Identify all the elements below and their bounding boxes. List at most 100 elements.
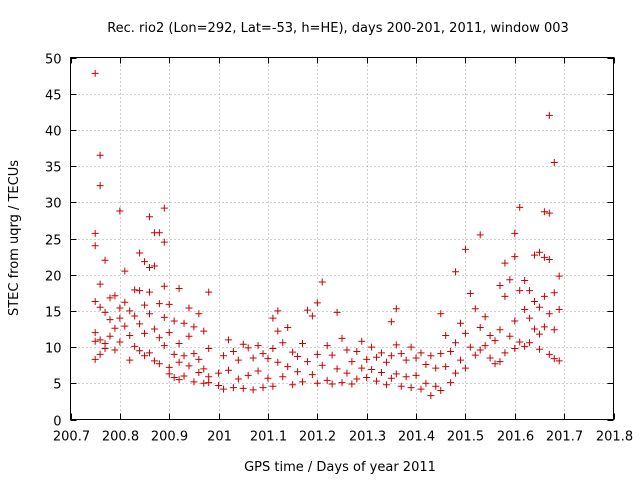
- data-point: [486, 354, 494, 362]
- data-point: [452, 339, 460, 347]
- x-tick-label: 201.5: [447, 430, 484, 445]
- data-point: [550, 326, 558, 334]
- data-point: [531, 325, 539, 333]
- data-point: [387, 352, 395, 360]
- data-point: [205, 379, 213, 387]
- x-tick-label: 200.7: [53, 430, 90, 445]
- y-tick-label: 25: [45, 234, 62, 249]
- data-point: [348, 358, 356, 366]
- data-point: [136, 320, 144, 328]
- data-point: [521, 342, 529, 350]
- data-point: [501, 292, 509, 300]
- data-point: [328, 380, 336, 388]
- data-point: [136, 249, 144, 257]
- data-point: [308, 312, 316, 320]
- data-point: [190, 378, 198, 386]
- data-point: [486, 332, 494, 340]
- data-point: [106, 294, 114, 302]
- y-tick-label: 40: [45, 125, 62, 140]
- data-point: [442, 332, 450, 340]
- data-point: [545, 111, 553, 119]
- data-point: [121, 322, 129, 330]
- data-point: [545, 209, 553, 217]
- chart-title: Rec. rio2 (Lon=292, Lat=-53, h=HE), days…: [107, 21, 569, 36]
- y-tick-label: 0: [53, 415, 61, 430]
- data-point: [205, 288, 213, 296]
- data-point: [471, 351, 479, 359]
- data-point: [264, 355, 272, 363]
- data-point: [131, 342, 139, 350]
- data-point: [333, 365, 341, 373]
- data-point: [323, 342, 331, 350]
- data-point: [392, 305, 400, 313]
- plot-frame: [70, 57, 614, 420]
- data-point: [432, 364, 440, 372]
- x-tick-label: 201.1: [250, 430, 287, 445]
- x-tick-label: 201.3: [349, 430, 386, 445]
- data-point: [313, 379, 321, 387]
- data-point: [91, 329, 99, 337]
- data-point: [180, 372, 188, 380]
- data-point: [447, 379, 455, 387]
- data-point: [358, 364, 366, 372]
- data-point: [313, 350, 321, 358]
- data-point: [185, 304, 193, 312]
- data-point: [96, 182, 104, 190]
- x-tick-label: 201: [207, 430, 232, 445]
- y-tick-label: 10: [45, 342, 62, 357]
- data-point: [452, 369, 460, 377]
- data-point: [491, 337, 499, 345]
- data-point: [126, 332, 134, 340]
- data-point: [111, 324, 119, 332]
- x-tick-label: 201.7: [546, 430, 583, 445]
- data-point: [397, 350, 405, 358]
- data-point: [180, 319, 188, 327]
- data-point: [526, 339, 534, 347]
- data-point: [284, 363, 292, 371]
- data-point: [254, 367, 262, 375]
- data-point: [368, 343, 376, 351]
- data-point: [377, 349, 385, 357]
- data-point: [516, 203, 524, 211]
- data-point: [294, 353, 302, 361]
- data-point: [96, 303, 104, 311]
- data-point: [180, 352, 188, 360]
- data-point: [531, 297, 539, 305]
- data-point: [333, 308, 341, 316]
- data-point: [96, 350, 104, 358]
- axis-ticks: [70, 57, 615, 421]
- data-point: [373, 377, 381, 385]
- data-point: [249, 386, 257, 394]
- data-point: [447, 347, 455, 355]
- data-point: [540, 323, 548, 331]
- data-point: [175, 358, 183, 366]
- data-point: [96, 336, 104, 344]
- data-point: [200, 379, 208, 387]
- data-point: [244, 371, 252, 379]
- data-point: [397, 382, 405, 390]
- data-point: [456, 356, 464, 364]
- data-point: [141, 352, 149, 360]
- data-point: [452, 268, 460, 276]
- data-point: [165, 329, 173, 337]
- data-point: [269, 382, 277, 390]
- data-point: [511, 253, 519, 261]
- data-point: [145, 288, 153, 296]
- data-point: [121, 298, 129, 306]
- data-point: [116, 314, 124, 322]
- y-tick-label: 20: [45, 270, 62, 285]
- data-point: [358, 337, 366, 345]
- data-point: [200, 365, 208, 373]
- data-point: [239, 340, 247, 348]
- data-point: [555, 272, 563, 280]
- data-point: [496, 282, 504, 290]
- data-point: [422, 360, 430, 368]
- data-point: [145, 349, 153, 357]
- data-point: [165, 370, 173, 378]
- data-point: [516, 338, 524, 346]
- data-point: [116, 207, 124, 215]
- data-point: [175, 339, 183, 347]
- data-point: [461, 329, 469, 337]
- y-tick-labels: 0 5 10 15 20 25 30 35 40 45 50: [45, 53, 62, 430]
- data-point: [294, 368, 302, 376]
